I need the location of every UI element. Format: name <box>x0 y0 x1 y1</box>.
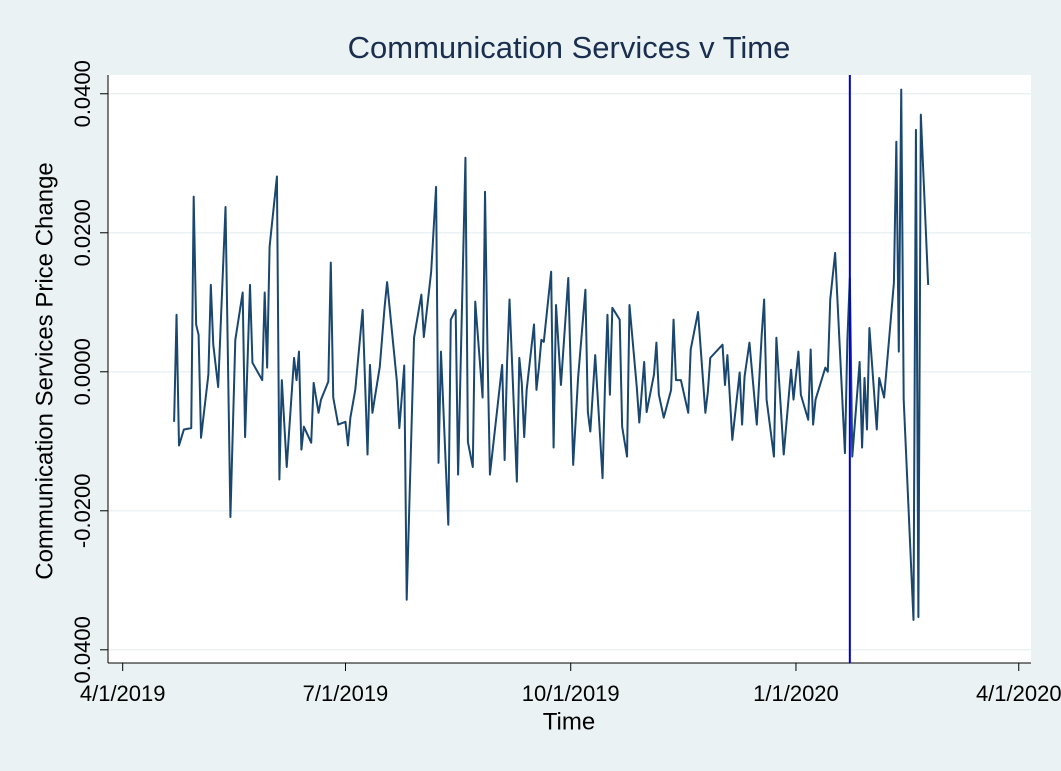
y-tick-label: -0.0200 <box>70 473 95 548</box>
x-tick-label: 4/1/2020 <box>976 681 1061 706</box>
data-line <box>173 88 930 621</box>
x-tick-label: 7/1/2019 <box>303 681 389 706</box>
x-tick-label: 10/1/2019 <box>522 681 620 706</box>
y-tick-label: 0.0200 <box>70 199 95 266</box>
y-tick-label: 0.0000 <box>70 338 95 405</box>
x-tick-label: 4/1/2019 <box>80 681 166 706</box>
y-axis-label: Communication Services Price Change <box>31 162 58 580</box>
chart-title: Communication Services v Time <box>348 30 791 65</box>
x-axis-label: Time <box>543 708 595 735</box>
y-tick-label: 0.0400 <box>70 616 95 683</box>
y-tick-label: 0.0400 <box>70 60 95 127</box>
x-tick-label: 1/1/2020 <box>753 681 839 706</box>
